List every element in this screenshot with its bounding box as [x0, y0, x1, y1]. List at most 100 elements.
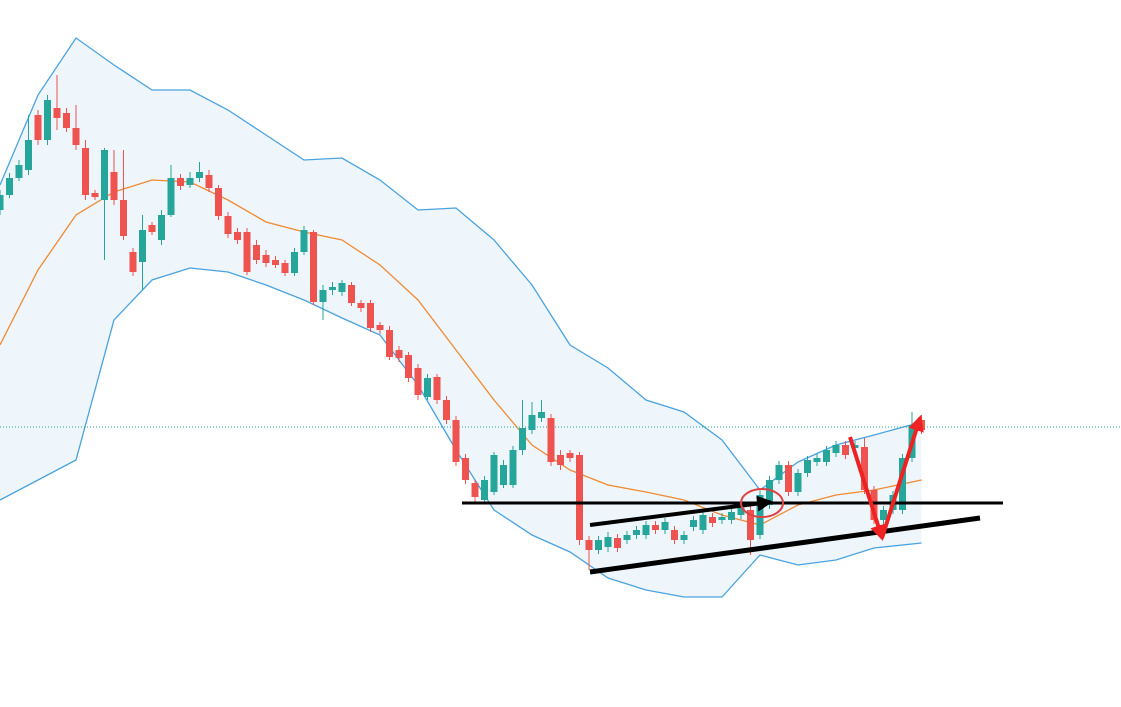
candle-body	[158, 215, 165, 240]
candle-body	[167, 178, 175, 215]
candle-body	[433, 377, 441, 400]
candle-body	[671, 530, 678, 540]
candle-body	[414, 368, 422, 395]
candle-body	[652, 525, 659, 530]
candle-body	[319, 290, 327, 302]
candle-body	[766, 480, 773, 505]
candle-body	[804, 460, 811, 473]
candle-body	[528, 415, 536, 430]
candle-body	[0, 195, 4, 210]
band-fill	[0, 38, 922, 597]
candle-body	[832, 445, 840, 453]
candle-body	[234, 232, 241, 240]
candle-body	[557, 455, 564, 465]
candle-body	[253, 245, 260, 260]
candle-body	[72, 128, 80, 145]
candle-body	[623, 535, 631, 540]
candle-body	[82, 148, 89, 195]
candle-body	[367, 303, 374, 328]
candle-body	[186, 178, 194, 185]
candle-body	[576, 455, 583, 540]
candle-body	[139, 230, 146, 262]
candle-body	[25, 140, 32, 170]
candle-body	[300, 230, 308, 252]
candle-body	[281, 263, 289, 273]
trend-arrow	[589, 495, 774, 527]
candle-body	[34, 115, 42, 140]
candle-body	[538, 412, 545, 418]
candle-body	[262, 255, 270, 263]
candle-body	[395, 350, 403, 358]
candle-body	[338, 283, 346, 292]
candle-body	[604, 537, 612, 547]
candle-body	[329, 287, 336, 290]
candle-body	[148, 225, 156, 232]
candle-body	[775, 465, 783, 480]
up-arrow	[880, 414, 924, 539]
candle-body	[481, 480, 488, 500]
candle-body	[462, 458, 469, 480]
candle-body	[15, 165, 23, 178]
candle-body	[44, 100, 51, 140]
candle-body	[310, 232, 317, 302]
candle-body	[509, 450, 517, 485]
candle-body	[842, 445, 849, 455]
candle-body	[870, 490, 878, 520]
candle-body	[63, 113, 70, 128]
candle-body	[547, 418, 555, 462]
candle-body	[585, 540, 593, 550]
candle-body	[120, 200, 127, 236]
candle-body	[699, 515, 707, 530]
candle-body	[747, 510, 754, 540]
candle-body	[91, 193, 99, 197]
candle-body	[861, 447, 868, 490]
trend-line	[589, 515, 981, 575]
candle-body	[110, 172, 118, 200]
candle-body	[471, 483, 479, 497]
down-arrow	[848, 436, 886, 542]
candle-body	[785, 465, 792, 492]
candle-body	[243, 232, 251, 272]
candle-body	[386, 330, 393, 357]
candle-body	[443, 400, 450, 420]
candle-body	[272, 260, 279, 265]
candle-body	[196, 172, 203, 178]
candle-body	[614, 538, 621, 548]
candle-body	[899, 458, 906, 510]
candle-body	[718, 517, 726, 520]
bollinger-bands	[0, 37, 922, 598]
candle-body	[376, 325, 384, 330]
candle-body	[680, 535, 688, 540]
candle-body	[101, 150, 108, 200]
candle-body	[215, 188, 222, 216]
candle-body	[357, 303, 365, 308]
candle-body	[205, 175, 213, 188]
candle-body	[737, 508, 745, 515]
candle-body	[642, 525, 650, 535]
candle-body	[566, 453, 574, 458]
candle-body	[405, 355, 412, 378]
candle-body	[728, 512, 735, 520]
candle-body	[177, 178, 184, 186]
candle-body	[880, 510, 887, 520]
candle-body	[500, 465, 507, 485]
candle-body	[823, 450, 830, 462]
candle-body	[490, 455, 498, 492]
candle-body	[813, 458, 821, 462]
candle-body	[291, 252, 298, 273]
candle-body	[6, 178, 13, 195]
candle-body	[53, 108, 61, 118]
candle-body	[519, 428, 526, 450]
candle-body	[452, 420, 460, 462]
drawings	[462, 414, 1003, 575]
candle-body	[756, 495, 764, 535]
candle-body	[595, 540, 602, 550]
candle-body	[661, 522, 669, 530]
candle-body	[424, 378, 431, 397]
highlight-circle	[740, 488, 784, 518]
candle-body	[709, 517, 716, 523]
candle-body	[224, 216, 232, 234]
candle-body	[633, 530, 640, 535]
